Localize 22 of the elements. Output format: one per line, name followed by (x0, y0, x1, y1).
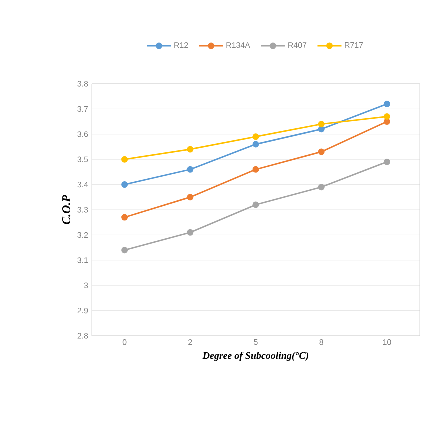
point (252, 166, 260, 173)
point (318, 148, 325, 156)
point (252, 134, 260, 140)
y-axis-title: C.O.P (62, 194, 71, 225)
point (122, 247, 128, 254)
point (318, 121, 325, 128)
x-axis-title: Degree of Subcooling(°C) (202, 352, 309, 362)
point (318, 126, 325, 133)
point (187, 166, 194, 173)
point (122, 182, 128, 188)
point (252, 141, 260, 148)
point (318, 184, 325, 191)
point (187, 146, 194, 153)
point (187, 194, 194, 201)
point (252, 202, 260, 208)
point (384, 100, 390, 108)
point (384, 114, 390, 120)
point (384, 158, 390, 166)
point (384, 118, 390, 126)
point (122, 214, 128, 221)
point (187, 229, 194, 236)
point (122, 156, 128, 163)
